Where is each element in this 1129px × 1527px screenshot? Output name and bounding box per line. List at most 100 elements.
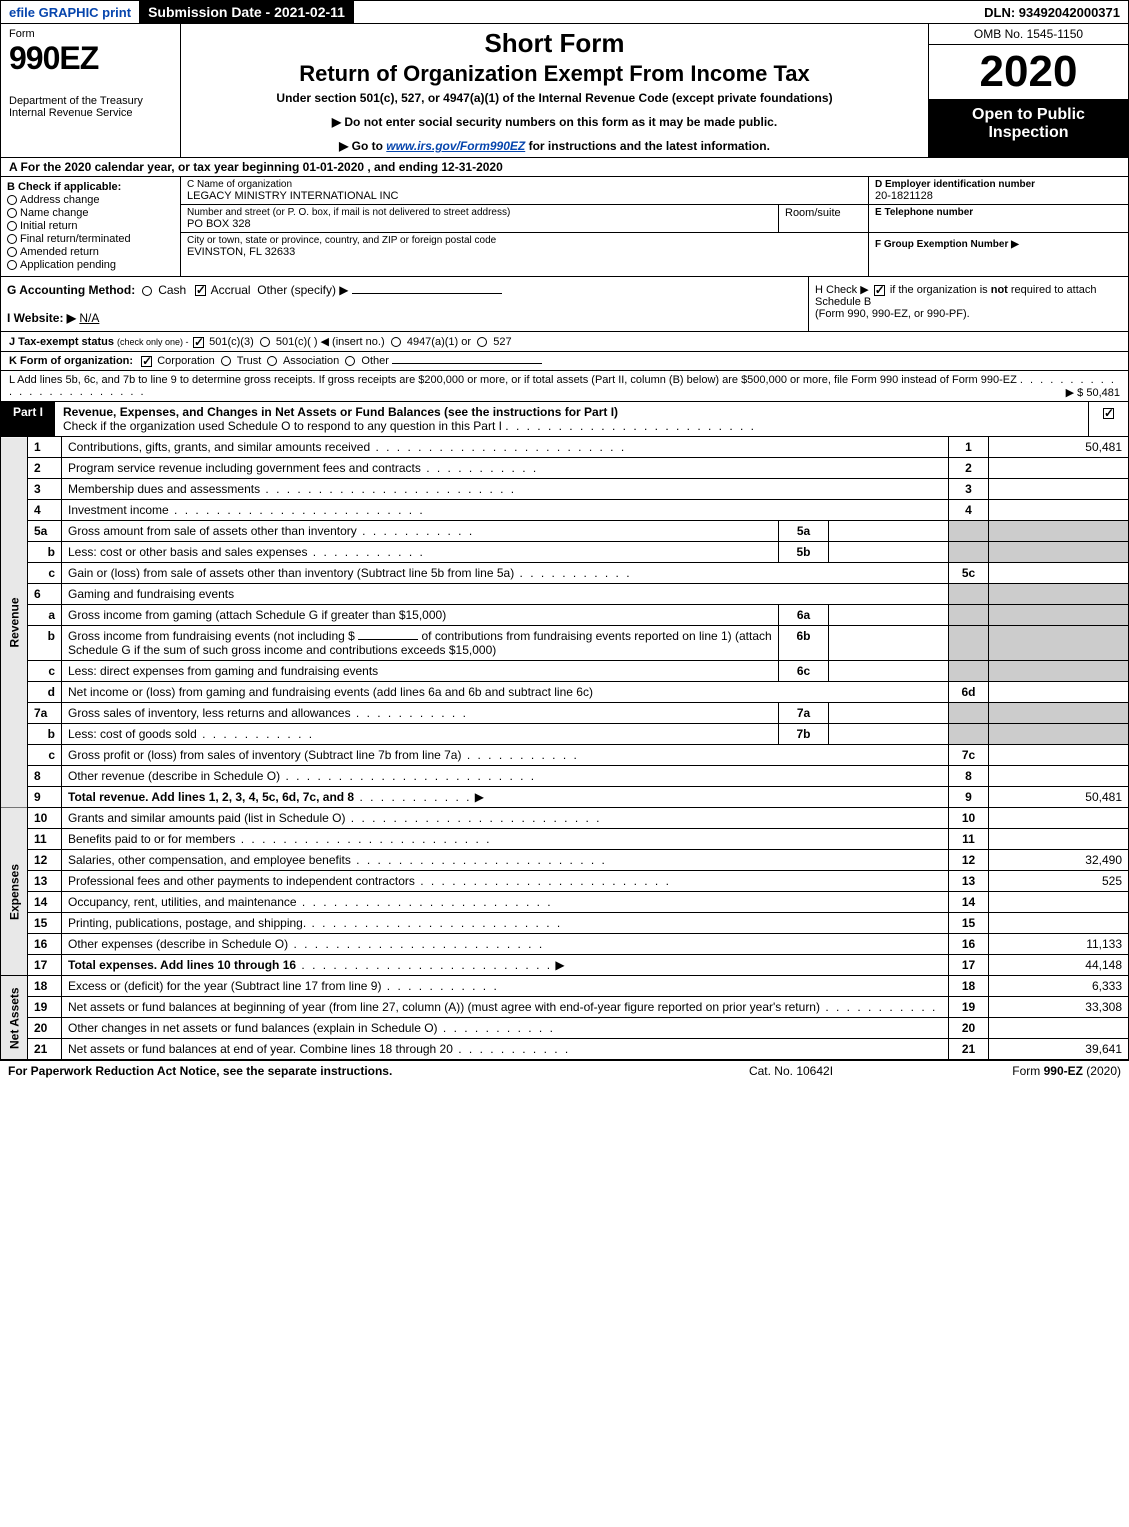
line-20: 20Other changes in net assets or fund ba… bbox=[1, 1018, 1129, 1039]
org-name: LEGACY MINISTRY INTERNATIONAL INC bbox=[187, 190, 862, 202]
line-i: I Website: ▶ N/A bbox=[7, 311, 802, 325]
h-checkbox[interactable] bbox=[874, 285, 885, 296]
footer-center: Cat. No. 10642I bbox=[661, 1064, 921, 1078]
line-14: 14Occupancy, rent, utilities, and mainte… bbox=[1, 892, 1129, 913]
note-goto: ▶ Go to www.irs.gov/Form990EZ for instru… bbox=[189, 139, 920, 153]
header-left: Form 990EZ Department of the Treasury In… bbox=[1, 24, 181, 157]
row-ghi: G Accounting Method: Cash Accrual Other … bbox=[0, 277, 1129, 332]
cash-radio[interactable] bbox=[142, 286, 152, 296]
submission-date: Submission Date - 2021-02-11 bbox=[140, 1, 354, 23]
k-trust[interactable] bbox=[221, 356, 231, 366]
street-value: PO BOX 328 bbox=[187, 218, 772, 230]
page-footer: For Paperwork Reduction Act Notice, see … bbox=[0, 1060, 1129, 1081]
short-form-title: Short Form bbox=[189, 28, 920, 59]
part1-table: Revenue 1 Contributions, gifts, grants, … bbox=[0, 437, 1129, 1060]
part1-subtitle: Check if the organization used Schedule … bbox=[63, 419, 502, 433]
top-bar: efile GRAPHIC print Submission Date - 20… bbox=[0, 0, 1129, 24]
line-8: 8Other revenue (describe in Schedule O)8 bbox=[1, 766, 1129, 787]
part1-header: Part I Revenue, Expenses, and Changes in… bbox=[0, 402, 1129, 437]
line-5a: 5aGross amount from sale of assets other… bbox=[1, 521, 1129, 542]
section-b-label: B Check if applicable: bbox=[7, 181, 174, 193]
expenses-sidelabel: Expenses bbox=[1, 808, 28, 976]
form-word: Form bbox=[9, 28, 172, 40]
section-b: B Check if applicable: Address change Na… bbox=[1, 177, 181, 276]
line-10: Expenses 10Grants and similar amounts pa… bbox=[1, 808, 1129, 829]
footer-right: Form 990-EZ (2020) bbox=[921, 1064, 1121, 1078]
street-label: Number and street (or P. O. box, if mail… bbox=[187, 207, 772, 218]
opt-address-change[interactable]: Address change bbox=[7, 194, 174, 206]
opt-amended-return[interactable]: Amended return bbox=[7, 246, 174, 258]
city-value: EVINSTON, FL 32633 bbox=[187, 246, 862, 258]
return-title: Return of Organization Exempt From Incom… bbox=[189, 61, 920, 87]
k-other-field[interactable] bbox=[392, 363, 542, 364]
k-other[interactable] bbox=[345, 356, 355, 366]
line-13: 13Professional fees and other payments t… bbox=[1, 871, 1129, 892]
line-17: 17Total expenses. Add lines 10 through 1… bbox=[1, 955, 1129, 976]
line-7c: cGross profit or (loss) from sales of in… bbox=[1, 745, 1129, 766]
irs-link[interactable]: www.irs.gov/Form990EZ bbox=[386, 139, 525, 153]
line-11: 11Benefits paid to or for members11 bbox=[1, 829, 1129, 850]
under-section: Under section 501(c), 527, or 4947(a)(1)… bbox=[189, 91, 920, 105]
line-j: J Tax-exempt status (check only one) - 5… bbox=[0, 332, 1129, 352]
line-6d: dNet income or (loss) from gaming and fu… bbox=[1, 682, 1129, 703]
line-h: H Check ▶ if the organization is not req… bbox=[808, 277, 1128, 331]
k-corporation[interactable] bbox=[141, 356, 152, 367]
dln: DLN: 93492042000371 bbox=[976, 1, 1128, 23]
line-5c: cGain or (loss) from sale of assets othe… bbox=[1, 563, 1129, 584]
line-l-amount: ▶ $ 50,481 bbox=[1066, 386, 1120, 399]
line-6b: bGross income from fundraising events (n… bbox=[1, 626, 1129, 661]
line-18: Net Assets 18Excess or (deficit) for the… bbox=[1, 976, 1129, 997]
j-527[interactable] bbox=[477, 337, 487, 347]
header-center: Short Form Return of Organization Exempt… bbox=[181, 24, 928, 157]
info-grid: B Check if applicable: Address change Na… bbox=[0, 177, 1129, 277]
line-7a: 7aGross sales of inventory, less returns… bbox=[1, 703, 1129, 724]
section-e-label: E Telephone number bbox=[875, 207, 1122, 218]
6b-amount-field[interactable] bbox=[358, 639, 418, 640]
ein-value: 20-1821128 bbox=[875, 190, 1122, 202]
line-21: 21Net assets or fund balances at end of … bbox=[1, 1039, 1129, 1060]
dept-treasury: Department of the Treasury bbox=[9, 95, 172, 107]
omb-number: OMB No. 1545-1150 bbox=[929, 24, 1128, 45]
open-inspection: Open to Public Inspection bbox=[929, 100, 1128, 157]
accrual-checkbox[interactable] bbox=[195, 285, 206, 296]
line-2: 2Program service revenue including gover… bbox=[1, 458, 1129, 479]
note-ssn: ▶ Do not enter social security numbers o… bbox=[189, 115, 920, 129]
line-k: K Form of organization: Corporation Trus… bbox=[0, 352, 1129, 371]
section-c-label: C Name of organization bbox=[187, 179, 862, 190]
k-association[interactable] bbox=[267, 356, 277, 366]
opt-initial-return[interactable]: Initial return bbox=[7, 220, 174, 232]
line-6: 6Gaming and fundraising events bbox=[1, 584, 1129, 605]
city-label: City or town, state or province, country… bbox=[187, 235, 862, 246]
line-l: L Add lines 5b, 6c, and 7b to line 9 to … bbox=[0, 371, 1129, 402]
line-12: 12Salaries, other compensation, and empl… bbox=[1, 850, 1129, 871]
line-3: 3Membership dues and assessments3 bbox=[1, 479, 1129, 500]
part1-schedule-o-check[interactable] bbox=[1103, 408, 1114, 419]
opt-application-pending[interactable]: Application pending bbox=[7, 259, 174, 271]
line-5b: bLess: cost or other basis and sales exp… bbox=[1, 542, 1129, 563]
j-4947[interactable] bbox=[391, 337, 401, 347]
line-6c: cLess: direct expenses from gaming and f… bbox=[1, 661, 1129, 682]
line-16: 16Other expenses (describe in Schedule O… bbox=[1, 934, 1129, 955]
opt-name-change[interactable]: Name change bbox=[7, 207, 174, 219]
revenue-sidelabel: Revenue bbox=[1, 437, 28, 808]
netassets-sidelabel: Net Assets bbox=[1, 976, 28, 1060]
form-number: 990EZ bbox=[9, 40, 172, 77]
j-501c3[interactable] bbox=[193, 337, 204, 348]
j-501c[interactable] bbox=[260, 337, 270, 347]
room-suite-label: Room/suite bbox=[778, 205, 868, 232]
section-d-label: D Employer identification number bbox=[875, 179, 1122, 190]
line-15: 15Printing, publications, postage, and s… bbox=[1, 913, 1129, 934]
section-f-label: F Group Exemption Number ▶ bbox=[875, 239, 1122, 250]
line-9: 9Total revenue. Add lines 1, 2, 3, 4, 5c… bbox=[1, 787, 1129, 808]
line-a-taxyear: A For the 2020 calendar year, or tax yea… bbox=[0, 158, 1129, 177]
opt-final-return[interactable]: Final return/terminated bbox=[7, 233, 174, 245]
line-4: 4Investment income4 bbox=[1, 500, 1129, 521]
line-19: 19Net assets or fund balances at beginni… bbox=[1, 997, 1129, 1018]
section-cdef: C Name of organization LEGACY MINISTRY I… bbox=[181, 177, 1128, 276]
other-specify-field[interactable] bbox=[352, 293, 502, 294]
efile-print[interactable]: efile GRAPHIC print bbox=[1, 1, 140, 23]
line-6a: aGross income from gaming (attach Schedu… bbox=[1, 605, 1129, 626]
footer-left: For Paperwork Reduction Act Notice, see … bbox=[8, 1064, 661, 1078]
dept-irs: Internal Revenue Service bbox=[9, 107, 172, 119]
website-value: N/A bbox=[79, 311, 99, 325]
